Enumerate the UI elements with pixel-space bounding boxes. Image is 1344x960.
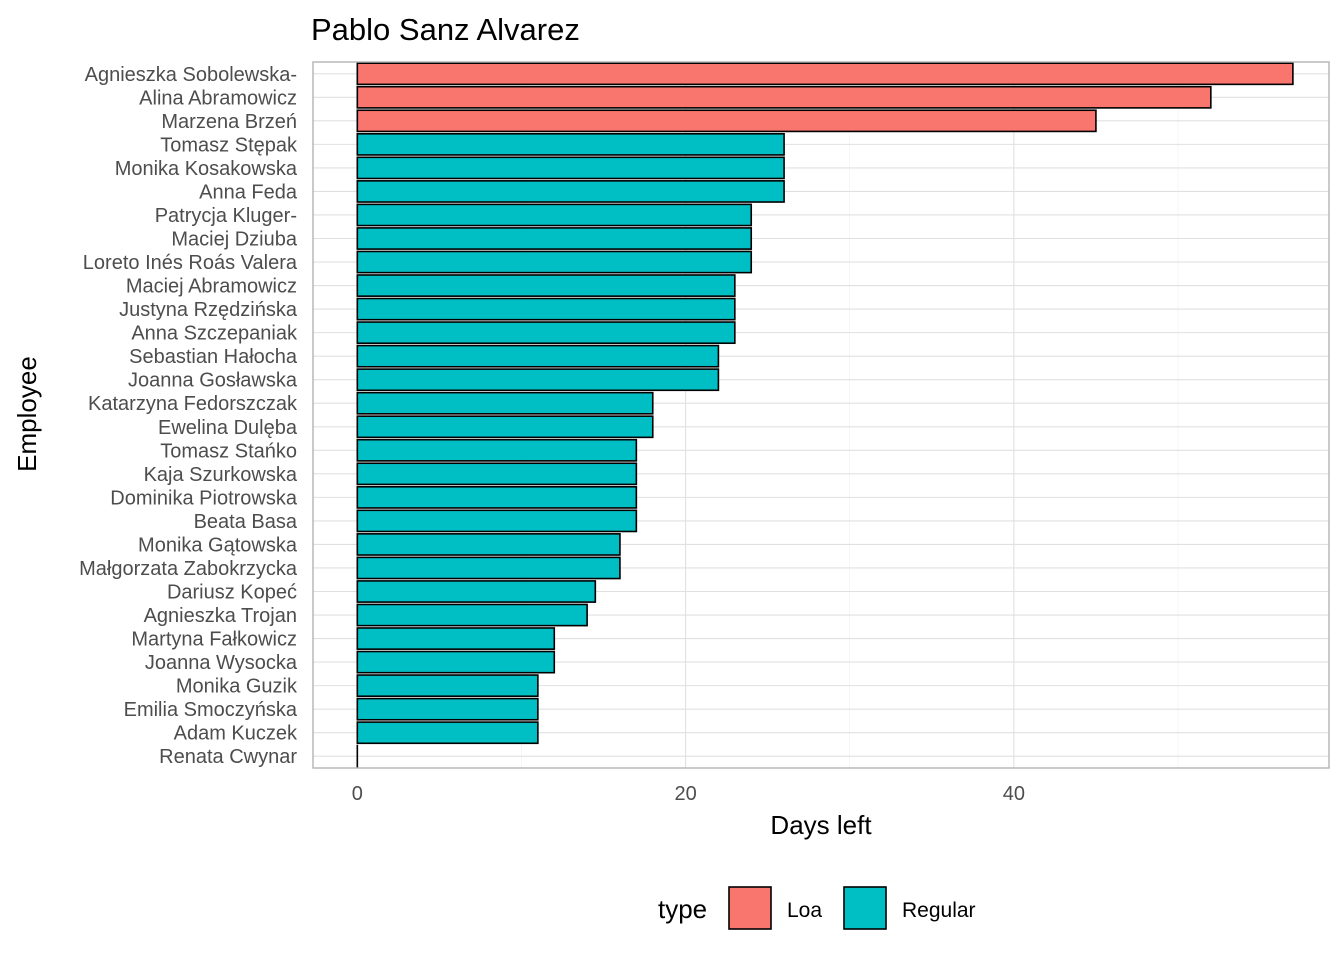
y-tick-label: Katarzyna Fedorszczak <box>88 393 298 415</box>
y-tick-label: Anna Feda <box>199 181 298 203</box>
bar <box>356 556 621 580</box>
y-tick-label: Joanna Gosławska <box>128 370 298 392</box>
legend-key-loa <box>728 886 772 930</box>
y-tick-label: Małgorzata Zabokrzycka <box>79 558 298 580</box>
bar <box>356 109 1097 133</box>
y-tick-label: Emilia Smoczyńska <box>124 699 298 721</box>
y-tick-label: Monika Gątowska <box>138 534 298 556</box>
bar <box>356 415 654 439</box>
bar <box>356 250 753 274</box>
x-tick-label: 20 <box>674 783 696 805</box>
legend-key-regular <box>843 886 887 930</box>
x-axis-title: Days left <box>770 810 872 840</box>
bar <box>356 580 597 603</box>
y-tick-label: Patrycja Kluger- <box>155 205 297 227</box>
x-axis-tick-labels: 0 20 40 <box>352 783 1025 805</box>
bar <box>356 462 638 486</box>
bar <box>356 368 720 392</box>
bar <box>356 485 638 509</box>
y-tick-label: Anna Szczepaniak <box>131 323 298 345</box>
bar <box>356 321 736 345</box>
y-tick-label: Dominika Piotrowska <box>110 487 298 509</box>
bar <box>356 274 736 297</box>
bar <box>356 85 1212 109</box>
bar <box>356 344 720 368</box>
y-tick-label: Sebastian Hałocha <box>129 346 298 368</box>
bar <box>356 697 539 721</box>
x-tick-label: 40 <box>1003 783 1025 805</box>
bar <box>356 603 588 627</box>
y-tick-label: Maciej Dziuba <box>171 229 297 251</box>
y-tick-label: Renata Cwynar <box>159 746 297 768</box>
y-tick-label: Justyna Rzędzińska <box>119 299 298 321</box>
bar <box>356 156 785 180</box>
bars <box>356 62 1294 768</box>
legend-title: type <box>658 894 707 924</box>
y-tick-label: Ewelina Dulęba <box>158 417 298 439</box>
y-tick-label: Agnieszka Trojan <box>144 605 297 627</box>
bar <box>356 650 556 674</box>
y-tick-label: Dariusz Kopeć <box>167 582 297 604</box>
legend-label-regular: Regular <box>902 899 976 922</box>
bar <box>356 627 556 650</box>
y-axis-title: Employee <box>12 356 42 472</box>
bar <box>356 227 753 250</box>
y-tick-label: Joanna Wysocka <box>145 652 298 674</box>
y-tick-label: Marzena Brzeń <box>161 111 297 133</box>
y-tick-label: Monika Guzik <box>176 676 298 698</box>
panel-border <box>312 61 1330 769</box>
y-axis-category-labels: Agnieszka Sobolewska-Alina AbramowiczMar… <box>79 64 298 768</box>
chart-title: Pablo Sanz Alvarez <box>311 12 580 47</box>
bar <box>356 203 753 227</box>
legend: type Loa Regular <box>658 886 976 930</box>
y-tick-label: Tomasz Stępak <box>160 134 298 156</box>
legend-label-loa: Loa <box>787 899 822 922</box>
bar <box>356 297 736 321</box>
y-tick-label: Martyna Fałkowicz <box>131 629 297 651</box>
bar <box>356 132 785 156</box>
bar <box>356 533 621 556</box>
y-tick-label: Agnieszka Sobolewska- <box>85 64 297 86</box>
bar <box>356 438 638 462</box>
bar <box>356 721 539 745</box>
y-tick-label: Alina Abramowicz <box>139 87 297 109</box>
y-tick-label: Kaja Szurkowska <box>144 464 298 486</box>
bar <box>356 180 785 203</box>
y-tick-label: Beata Basa <box>194 511 298 533</box>
bar <box>356 391 654 415</box>
bar <box>356 674 539 698</box>
y-tick-label: Tomasz Stańko <box>160 440 297 462</box>
bar <box>356 509 638 533</box>
y-tick-label: Monika Kosakowska <box>115 158 298 180</box>
y-tick-label: Maciej Abramowicz <box>126 276 297 298</box>
x-tick-label: 0 <box>352 783 363 805</box>
bar <box>356 62 1294 86</box>
y-tick-label: Adam Kuczek <box>174 723 298 745</box>
y-tick-label: Loreto Inés Roás Valera <box>83 252 298 274</box>
